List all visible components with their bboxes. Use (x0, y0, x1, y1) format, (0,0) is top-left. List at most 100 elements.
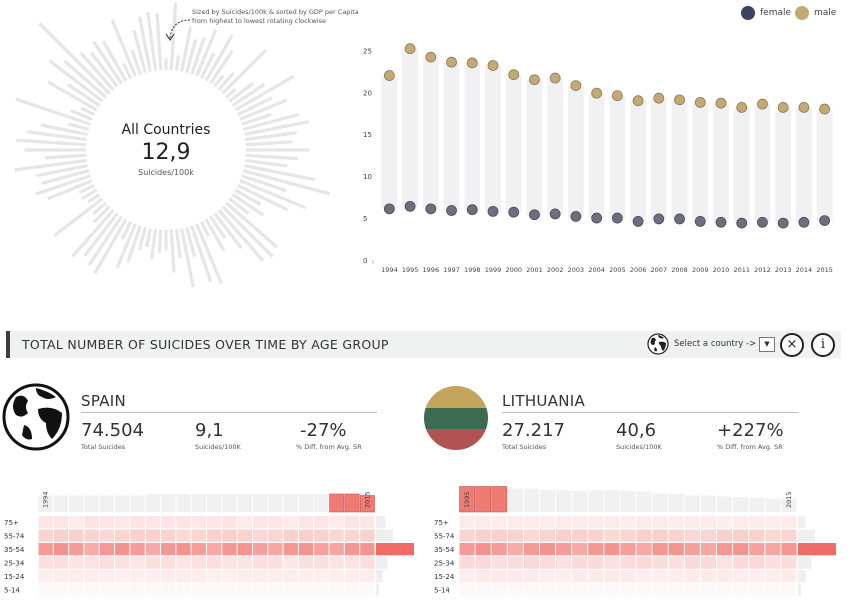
range-bar (671, 99, 688, 219)
country-ray (71, 209, 115, 258)
country-select-dropdown[interactable]: ▼ (759, 337, 775, 352)
heatmap-cell (765, 543, 781, 556)
country-ray (126, 225, 142, 263)
year-bar (523, 488, 539, 512)
legend-female[interactable]: female (741, 6, 791, 20)
country-ray (195, 29, 218, 77)
country-ray (83, 212, 119, 257)
year-bar (268, 494, 283, 512)
country-ray (67, 83, 101, 107)
heatmap-cell (53, 556, 69, 569)
male-point (757, 98, 768, 110)
heatmap-cell (130, 529, 145, 542)
heatmap-cell (700, 529, 717, 542)
select-country-label: Select a country -> (674, 339, 757, 349)
country-ray (47, 80, 98, 112)
heatmap-cell (507, 516, 523, 529)
globe-icon[interactable] (647, 333, 669, 355)
heatmap-cell (283, 583, 298, 596)
legend-male[interactable]: male (795, 6, 836, 20)
heatmap-cell (781, 516, 797, 529)
heatmap-cell (491, 543, 507, 556)
female-point (404, 200, 416, 212)
heatmap-cell (344, 516, 360, 529)
heatmap-cell (237, 543, 252, 556)
male-point (674, 94, 685, 106)
heatmap-cell (222, 543, 237, 556)
heatmap-cell (329, 556, 344, 569)
heatmap-cell (161, 529, 176, 542)
heatmap-cell (539, 529, 556, 542)
heatmap-cell (604, 583, 620, 596)
range-bar (796, 107, 812, 223)
heatmap-cell (69, 516, 84, 529)
country-ray (26, 130, 87, 142)
age-group-label: 25-34 (4, 560, 25, 568)
heatmap-cell (717, 556, 733, 569)
country-ray (199, 221, 210, 237)
heatmap-cell (459, 543, 475, 556)
heatmap-cell (237, 570, 252, 583)
year-bar (717, 496, 733, 512)
country-ray (217, 71, 235, 91)
year-bar (115, 495, 130, 512)
country-ray (244, 120, 309, 136)
heatmap-cell (99, 516, 115, 529)
year-bar (733, 497, 749, 512)
heatmap-cell (459, 583, 475, 596)
heatmap-cell (145, 570, 161, 583)
country-ray (204, 34, 234, 82)
heatmap-cell (145, 556, 161, 569)
year-bar (191, 494, 206, 512)
info-button[interactable]: i (811, 333, 835, 357)
country-ray (231, 82, 266, 107)
heatmap-cell (115, 543, 130, 556)
country-ray (241, 112, 272, 126)
heatmap-cell (588, 583, 604, 596)
country-name-lithuania: LITHUANIA (502, 392, 586, 410)
heatmap-cell (207, 570, 222, 583)
y-tick-label: 15 (363, 131, 372, 139)
heatmap-cell (749, 583, 765, 596)
year-bar (176, 494, 191, 512)
heatmap-cell (668, 556, 684, 569)
range-bar (464, 62, 481, 210)
country-ray (15, 97, 91, 126)
year-bar (572, 491, 588, 512)
heatmap-cell (84, 516, 99, 529)
heatmap-cell (237, 529, 252, 542)
age-total-bar (376, 516, 386, 529)
x-tick-label: 2005 (609, 266, 626, 274)
country-ray (35, 174, 91, 196)
age-group-label: 15-24 (4, 573, 25, 581)
age-group-label: 5-14 (4, 587, 20, 595)
radial-note-line-1: Sized by Suicides/100k & sorted by GDP p… (192, 8, 359, 16)
heatmap-cell (222, 570, 237, 583)
heatmap-cell (491, 570, 507, 583)
heatmap-cell (314, 570, 329, 583)
heatmap-cell (684, 556, 700, 569)
country-ray (132, 30, 147, 74)
country-ray (244, 164, 316, 182)
section-header: TOTAL NUMBER OF SUICIDES OVER TIME BY AG… (6, 331, 841, 358)
year-bar (222, 494, 237, 512)
country-ray (121, 62, 133, 79)
age-total-bar (798, 529, 816, 542)
heatmap-cell (507, 543, 523, 556)
heatmap-cell (115, 529, 130, 542)
heatmap-cell (84, 556, 99, 569)
legend-female-label: female (760, 8, 792, 18)
close-button[interactable]: × (780, 333, 804, 357)
heatmap-cell (360, 570, 375, 583)
female-point (611, 212, 623, 224)
heatmap-cell (604, 529, 620, 542)
heatmap-cell (298, 583, 314, 596)
x-tick-label: 2008 (671, 266, 688, 274)
heatmap-cell (252, 556, 268, 569)
total-suicides-value: 74.504 (81, 420, 144, 441)
country-ray (245, 131, 297, 142)
heatmap-cell (268, 529, 283, 542)
heatmap-cell (556, 529, 572, 542)
heatmap-cell (636, 570, 652, 583)
age-group-label: 5-14 (434, 587, 450, 595)
